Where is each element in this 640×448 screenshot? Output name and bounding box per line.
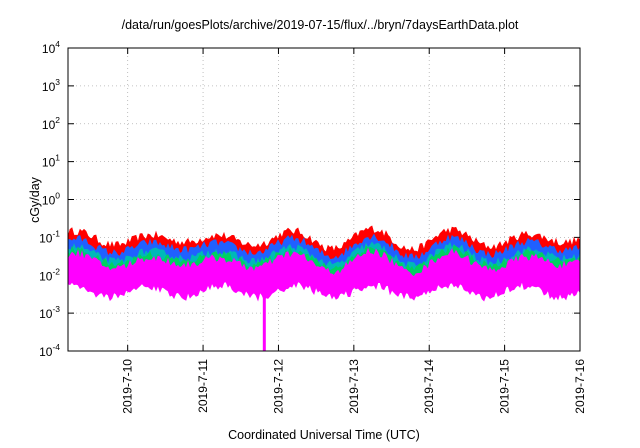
y-tick-label: 100	[42, 191, 60, 208]
x-axis-label: Coordinated Universal Time (UTC)	[228, 428, 420, 442]
plot-frame	[67, 47, 581, 352]
y-tick-label: 10-3	[39, 304, 60, 321]
x-tick-label: 2019-7-15	[498, 359, 512, 414]
y-tick-label: 104	[42, 39, 60, 56]
y-tick-label: 103	[42, 77, 60, 94]
x-tick-label: 2019-7-16	[573, 359, 587, 414]
x-tick-label: 2019-7-11	[196, 359, 210, 413]
y-tick-label: 102	[42, 115, 60, 132]
y-tick-label: 10-1	[39, 228, 60, 245]
chart-title: /data/run/goesPlots/archive/2019-07-15/f…	[121, 18, 519, 32]
x-tick-label: 2019-7-13	[347, 359, 361, 414]
y-tick-label: 101	[42, 153, 60, 170]
x-tick-label: 2019-7-14	[422, 359, 436, 414]
y-tick-label: 10-2	[39, 266, 60, 283]
y-tick-label: 10-4	[39, 342, 60, 359]
x-tick-label: 2019-7-10	[121, 359, 135, 414]
x-tick-label: 2019-7-12	[271, 359, 285, 414]
